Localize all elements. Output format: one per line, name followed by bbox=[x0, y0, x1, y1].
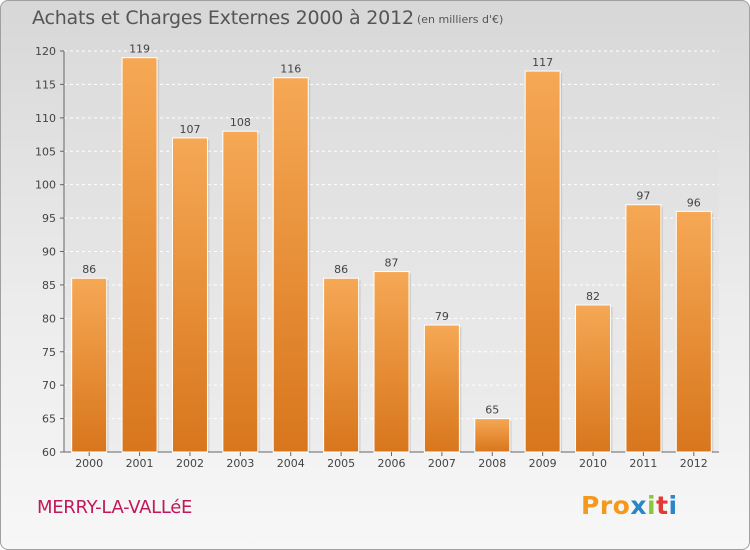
bar-2006 bbox=[373, 271, 411, 453]
bar-value-label: 86 bbox=[334, 263, 348, 276]
y-tick-label: 100 bbox=[35, 179, 56, 192]
bar-value-label: 82 bbox=[586, 290, 600, 303]
bar-2000 bbox=[71, 277, 109, 453]
bar-value-label: 119 bbox=[129, 43, 150, 56]
logo-letter: o bbox=[612, 491, 631, 520]
bar-2009 bbox=[524, 70, 563, 453]
bar bbox=[71, 277, 108, 453]
bar-2010 bbox=[575, 304, 613, 453]
bar-2002 bbox=[171, 137, 210, 453]
bar-value-label: 86 bbox=[82, 263, 96, 276]
y-tick-label: 65 bbox=[42, 413, 56, 426]
bar-2011 bbox=[625, 204, 663, 453]
chart-title: Achats et Charges Externes 2000 à 2012 bbox=[32, 7, 414, 29]
bar-value-label: 97 bbox=[636, 190, 650, 203]
x-axis-ticks: 2000 2001 2002 2003 2004 2005 2006 2007 2008 2009… bbox=[75, 452, 708, 470]
bar-2008 bbox=[474, 418, 512, 453]
chart-unit: (en milliers d'€) bbox=[417, 13, 504, 26]
bar-value-label: 79 bbox=[435, 310, 449, 323]
x-tick-label: 2011 bbox=[629, 457, 657, 470]
bar-value-label: 116 bbox=[280, 63, 301, 76]
x-tick-label: 2009 bbox=[529, 457, 557, 470]
logo-letter: x bbox=[630, 491, 647, 520]
logo-letter: t bbox=[656, 491, 669, 520]
bar bbox=[373, 271, 410, 453]
bar-2007 bbox=[423, 324, 462, 453]
bar-2003 bbox=[222, 130, 260, 453]
y-tick-label: 105 bbox=[35, 145, 56, 158]
y-tick-label: 120 bbox=[35, 45, 56, 58]
y-tick-label: 115 bbox=[35, 78, 56, 91]
bar bbox=[625, 204, 662, 453]
bar bbox=[323, 277, 360, 453]
bar bbox=[423, 324, 460, 453]
y-tick-label: 90 bbox=[42, 246, 56, 259]
bar bbox=[575, 304, 612, 453]
logo-letter: i bbox=[668, 491, 678, 520]
bar-2005 bbox=[323, 277, 361, 453]
bar-2012 bbox=[675, 210, 714, 453]
x-tick-label: 2000 bbox=[75, 457, 103, 470]
y-tick-label: 95 bbox=[42, 212, 56, 225]
x-tick-label: 2002 bbox=[176, 457, 204, 470]
x-tick-label: 2010 bbox=[579, 457, 607, 470]
commune-name: MERRY-LA-VALLéE bbox=[37, 497, 193, 518]
bar bbox=[121, 57, 158, 453]
bars bbox=[71, 57, 714, 453]
x-tick-label: 2007 bbox=[428, 457, 456, 470]
x-tick-label: 2001 bbox=[126, 457, 154, 470]
value-labels: 86 119 107 108 116 86 87 79 65 117 82 97 96 bbox=[82, 43, 701, 417]
bar-value-label: 117 bbox=[532, 56, 553, 69]
bar-value-label: 108 bbox=[230, 116, 251, 129]
y-tick-label: 85 bbox=[42, 279, 56, 292]
x-tick-label: 2012 bbox=[680, 457, 708, 470]
bar-value-label: 87 bbox=[385, 257, 399, 270]
bar-value-label: 65 bbox=[485, 404, 499, 417]
logo-letter: P bbox=[581, 491, 600, 520]
y-axis-ticks: 60 65 70 75 80 85 90 95 100 105 110 115 120 bbox=[35, 45, 64, 459]
bar-2001 bbox=[121, 57, 160, 453]
x-tick-label: 2003 bbox=[226, 457, 254, 470]
bar bbox=[524, 70, 561, 453]
y-tick-label: 70 bbox=[42, 379, 56, 392]
x-tick-label: 2004 bbox=[277, 457, 305, 470]
x-tick-label: 2008 bbox=[478, 457, 506, 470]
bar-2004 bbox=[272, 77, 311, 453]
proxiti-logo[interactable]: Proxiti bbox=[581, 491, 678, 520]
logo-letter: i bbox=[647, 491, 657, 520]
bar-value-label: 107 bbox=[179, 123, 200, 136]
bar bbox=[272, 77, 309, 453]
y-tick-label: 110 bbox=[35, 112, 56, 125]
y-tick-label: 80 bbox=[42, 312, 56, 325]
bar bbox=[171, 137, 208, 453]
bar bbox=[222, 130, 259, 453]
logo-letter: r bbox=[599, 491, 613, 520]
bar bbox=[675, 210, 712, 453]
x-tick-label: 2005 bbox=[327, 457, 355, 470]
bar-value-label: 96 bbox=[687, 196, 701, 209]
bar bbox=[474, 418, 511, 453]
x-tick-label: 2006 bbox=[378, 457, 406, 470]
y-tick-label: 60 bbox=[42, 446, 56, 459]
y-tick-label: 75 bbox=[42, 346, 56, 359]
